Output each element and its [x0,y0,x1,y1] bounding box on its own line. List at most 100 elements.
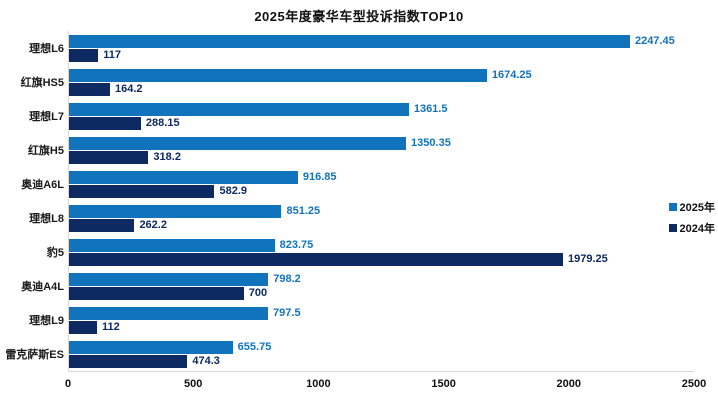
category-row: 理想L9 797.5 112 [0,303,718,337]
x-tick-label: 0 [64,378,72,390]
bar-2024年 [69,82,110,96]
bar-line: 318.2 [69,150,693,164]
bar-2024年 [69,252,564,266]
category-label: 理想L7 [29,111,64,123]
category-bars: 823.75 1979.25 [68,235,693,269]
value-label: 916.85 [302,170,337,183]
value-label: 318.2 [153,150,181,163]
value-label: 700 [248,286,268,299]
x-axis: 0 500 1000 1500 2000 2500 [64,371,706,395]
value-label: 474.3 [192,354,220,367]
bar-2024年 [69,320,97,334]
value-label: 1979.25 [568,252,608,265]
bar-2025年 [69,340,233,354]
legend-item: 2024年 [668,220,715,236]
category-row: 理想L7 1361.5 288.15 [0,99,718,133]
bar-line: 823.75 [69,238,693,252]
bar-line: 288.15 [69,116,693,130]
value-label: 823.75 [279,238,314,251]
bar-2025年 [69,272,269,286]
bar-2024年 [69,184,215,198]
bar-2025年 [69,238,275,252]
bar-2024年 [69,150,149,164]
value-label: 1350.35 [411,136,451,149]
bar-line: 1350.35 [69,136,693,150]
bar-line: 1979.25 [69,252,693,266]
category-label: 红旗H5 [27,145,64,157]
category-label: 豹5 [46,247,64,259]
value-label: 655.75 [237,340,272,353]
value-label: 797.5 [273,306,301,319]
bar-2025年 [69,204,282,218]
x-tick-label: 1500 [431,378,456,390]
category-bars: 1674.25 164.2 [68,65,693,99]
bar-2024年 [69,218,135,232]
bar-line: 1674.25 [69,68,693,82]
bar-line: 474.3 [69,354,693,368]
bar-line: 798.2 [69,272,693,286]
bar-line: 916.85 [69,170,693,184]
category-row: 雷克萨斯ES 655.75 474.3 [0,337,718,371]
category-bars: 1361.5 288.15 [68,99,693,133]
bar-line: 262.2 [69,218,693,232]
bar-2024年 [69,354,188,368]
x-tick-label: 2000 [556,378,582,390]
value-label: 288.15 [145,116,180,129]
legend-swatch-icon [668,203,677,211]
category-row: 理想L6 2247.45 117 [0,31,718,65]
value-label: 851.25 [286,204,321,217]
bar-2025年 [69,68,487,82]
bar-2024年 [69,48,99,62]
value-label: 1674.25 [491,68,532,81]
category-row: 奥迪A4L 798.2 700 [0,269,718,303]
category-label: 理想L8 [29,213,64,225]
value-label: 582.9 [219,184,248,197]
category-row: 红旗HS5 1674.25 164.2 [0,65,718,99]
plot-area: 理想L6 2247.45 117 红旗HS5 1674.25 164.2 理想L7 1361.… [0,31,718,371]
category-label: 理想L6 [29,43,64,55]
category-row: 红旗H5 1350.35 318.2 [0,133,718,167]
legend: 2025年 2024年 [668,199,715,236]
category-bars: 1350.35 318.2 [68,133,693,167]
category-row: 理想L8 851.25 262.2 [0,201,718,235]
category-label: 红旗HS5 [20,77,64,89]
category-bars: 2247.45 117 [68,31,693,65]
legend-item: 2025年 [668,199,715,215]
bar-line: 164.2 [69,82,693,96]
bar-2025年 [69,102,409,116]
category-label: 雷克萨斯ES [5,349,64,361]
value-label: 262.2 [139,218,167,231]
legend-label: 2025年 [679,202,715,214]
bar-line: 700 [69,286,693,300]
x-tick-label: 1000 [306,378,331,390]
value-label: 1361.5 [413,102,448,115]
bar-2025年 [69,34,630,48]
bar-line: 655.75 [69,340,693,354]
value-label: 112 [101,320,120,333]
category-bars: 851.25 262.2 [68,201,693,235]
x-tick-label: 500 [184,378,203,390]
bar-line: 582.9 [69,184,693,198]
bar-line: 797.5 [69,306,693,320]
legend-label: 2024年 [679,223,715,235]
bar-line: 117 [69,48,693,62]
bar-line: 851.25 [69,204,693,218]
category-bars: 798.2 700 [68,269,693,303]
category-row: 奥迪A6L 916.85 582.9 [0,167,718,201]
bar-2024年 [69,286,244,300]
category-label: 奥迪A6L [21,179,64,191]
bar-2024年 [69,116,141,130]
bar-line: 112 [69,320,693,334]
legend-swatch-icon [668,224,677,232]
bar-line: 1361.5 [69,102,693,116]
x-tick-label: 2500 [681,378,707,390]
category-row: 豹5 823.75 1979.25 [0,235,718,269]
bar-line: 2247.45 [69,34,693,48]
category-bars: 916.85 582.9 [68,167,693,201]
category-bars: 655.75 474.3 [68,337,693,371]
value-label: 164.2 [114,82,143,95]
category-bars: 797.5 112 [68,303,693,337]
bar-2025年 [69,306,269,320]
bar-2025年 [69,170,298,184]
